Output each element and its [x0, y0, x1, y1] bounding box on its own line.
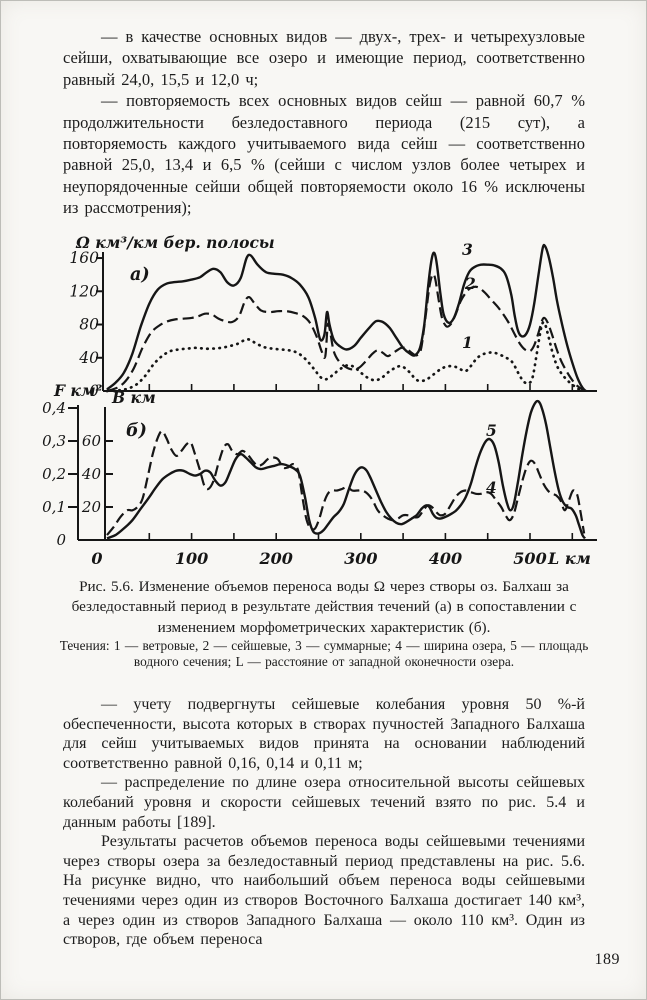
panel-b-inner-axis-title: В км [111, 388, 156, 407]
paragraph: Результаты расчетов объемов переноса вод… [63, 833, 585, 949]
panel-b-x-tick-label: 0 [91, 549, 102, 568]
curve-label-3: 3 [462, 240, 473, 259]
paragraph: — распределение по длине озера относител… [63, 774, 585, 831]
panel-b-b-tick-label: 20 [81, 498, 102, 516]
curve-4-ширина озера [106, 429, 586, 536]
curve-label-4: 4 [486, 478, 497, 497]
curve-3-суммарные [106, 243, 587, 392]
paragraph: — учету подвергнуты сейшевые колебания у… [63, 696, 585, 772]
panel-b-f-tick-label: 0,4 [42, 399, 66, 417]
curve-1-ветровые [105, 320, 586, 393]
bottom-text-block: — учету подвергнуты сейшевые колебания у… [63, 695, 585, 950]
panel-a-y-tick-label: 40 [78, 349, 99, 367]
panel-b-x-tick-label: 200 [258, 549, 292, 568]
top-text-block: — в качестве основных видов — двух-, тре… [63, 26, 585, 219]
figure-5-6-chart: 0 40 80 120 160 Ω км³/км бер. полосы а) 3 2 1 0 0,1… [0, 222, 647, 570]
panel-a-y-tick-label: 120 [69, 282, 99, 300]
panel-a-label: а) [130, 265, 150, 285]
curve-label-2: 2 [464, 274, 476, 293]
panel-b-label: б) [126, 421, 147, 441]
panel-b-x-axis-title: L км [547, 549, 591, 568]
page-number: 189 [594, 951, 620, 968]
figure-caption: Рис. 5.6. Изменение объемов переноса вод… [71, 578, 577, 636]
curve-label-1: 1 [462, 333, 473, 352]
panel-a-y-tick-label: 80 [79, 316, 99, 334]
panel-b-f-tick-label: 0,1 [42, 498, 66, 516]
panel-b-x-tick-label: 400 [429, 549, 462, 568]
panel-b-f-tick-label: 0,3 [42, 432, 66, 450]
panel-a-y-tick-label: 0 [89, 382, 99, 400]
curve-5-площадь водного сечения [106, 399, 586, 540]
panel-b-b-tick-label: 60 [82, 432, 102, 450]
panel-b-f-tick-label: 0 [56, 531, 66, 549]
panel-a-y-axis-title: Ω км³/км бер. полосы [75, 233, 275, 252]
panel-b-b-tick-label: 40 [81, 465, 102, 483]
paragraph: — повторяемость всех основных видов сейш… [63, 91, 585, 218]
curve-label-5: 5 [486, 421, 497, 440]
panel-b-x-tick-label: 500 [513, 549, 546, 568]
panel-b-x-tick-label: 300 [344, 549, 377, 568]
panel-a-y-tick-label: 160 [69, 249, 99, 267]
panel-b-x-tick-label: 100 [175, 549, 208, 568]
figure-legend-note: Течения: 1 — ветровые, 2 — сейшевые, 3 —… [59, 638, 589, 669]
paragraph: — в качестве основных видов — двух-, тре… [63, 27, 585, 89]
curve-2-сейшевые [106, 273, 587, 393]
panel-b-f-tick-label: 0,2 [42, 465, 66, 483]
panel-b-outer-axis-title: F км² [53, 381, 103, 400]
